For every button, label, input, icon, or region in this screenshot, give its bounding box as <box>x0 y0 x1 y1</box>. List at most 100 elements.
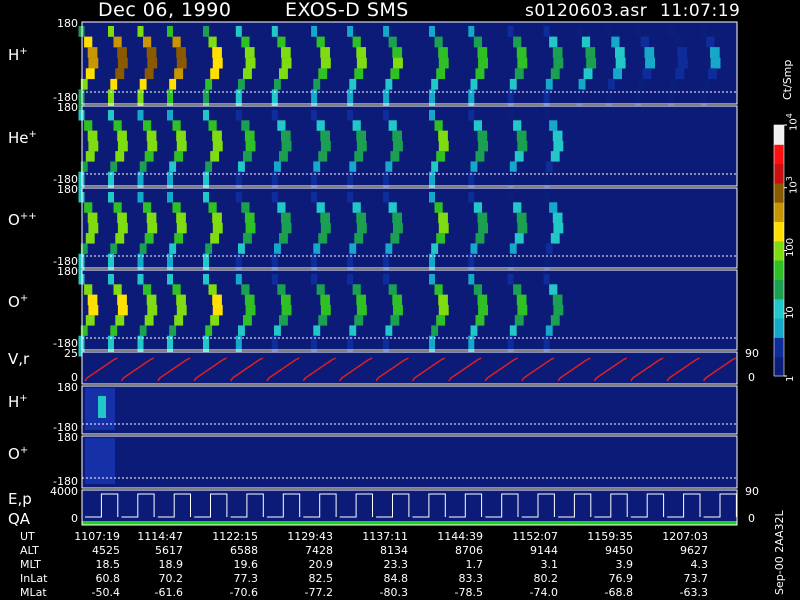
ytick-top-vr: 25 <box>64 347 78 360</box>
sweep-h-plus-10 <box>434 36 443 48</box>
sweep-h-plus-13 <box>550 68 560 80</box>
sweep-he-plus-6 <box>279 151 288 162</box>
colorbar-step <box>774 240 784 261</box>
sweep-o-plus-11 <box>475 315 485 326</box>
sweep-h-plus-5 <box>235 100 242 111</box>
sweep-h-plus-5 <box>241 36 250 48</box>
ytick-top-o-plus: 180 <box>57 265 78 278</box>
sweep-o-plus-2 <box>146 294 157 306</box>
sweep-he-plus-7 <box>320 140 331 152</box>
sweep-o-plus-12 <box>514 315 524 326</box>
sweep-o-plusplus-13 <box>543 253 550 265</box>
sweep-o-plus-9 <box>393 304 403 316</box>
colorbar-ticklabel: 104 <box>785 113 800 131</box>
sweep-o-plus-3 <box>176 304 187 316</box>
header-instrument: EXOS-D SMS <box>285 0 409 21</box>
sweep-h-plus-5 <box>238 78 245 90</box>
sweep-h-plus-7 <box>320 57 331 69</box>
sweep-h-plus-14 <box>585 47 596 58</box>
sweep-o-plusplus-10 <box>429 253 435 265</box>
sweep-he-plus-9 <box>393 140 403 152</box>
footer-cell: 5617 <box>155 544 183 557</box>
sweep-h-plus-11 <box>477 47 488 58</box>
sweep-he-plus-5 <box>238 161 245 172</box>
sweep-o-plus-9 <box>392 294 402 306</box>
sweep-he-plus-0 <box>78 182 85 193</box>
sweep-h-plus-6 <box>271 26 278 37</box>
sweep-o-plusplus-1 <box>110 243 118 254</box>
sweep-he-plus-6 <box>271 182 278 193</box>
sweep-h-plus-2 <box>143 36 152 48</box>
sweep-o-plus-0 <box>87 294 98 306</box>
footer-cell: 4.3 <box>690 558 709 571</box>
footer-cell: 77.3 <box>233 572 259 585</box>
colorbar-step <box>774 356 784 377</box>
sweep-o-plus-3 <box>176 294 186 306</box>
footer-cell: -68.8 <box>604 586 633 599</box>
sweep-o-plusplus-2 <box>139 243 147 254</box>
sweep-he-plus-13 <box>553 140 564 152</box>
footer-cell: 1.7 <box>465 558 484 571</box>
sweep-o-plusplus-5 <box>241 202 250 213</box>
sweep-o-plus-1 <box>110 325 118 336</box>
sweep-h-plus-3 <box>169 78 177 90</box>
sweep-o-plus-2 <box>137 274 144 285</box>
sweep-he-plus-12 <box>509 161 517 172</box>
sweep-h-plus-3 <box>176 47 186 58</box>
sweep-h-plus-3 <box>167 100 173 111</box>
colorbar-step <box>774 337 784 358</box>
sweep-he-plus-4 <box>208 120 217 131</box>
footer-cell: 3.9 <box>615 558 634 571</box>
sweep-o-plusplus-9 <box>383 192 390 203</box>
sweep-o-plus-7 <box>311 274 318 285</box>
sweep-o-plus-6 <box>281 294 291 306</box>
panel-label-sup: + <box>19 293 29 304</box>
sweep-o-plus-0 <box>88 304 99 316</box>
sweep-o-plusplus-5 <box>235 264 242 275</box>
sweep-he-plus-9 <box>388 120 397 131</box>
sweep-o-plus-7 <box>311 335 318 347</box>
sweep-he-plus-8 <box>347 110 354 121</box>
footer-cell: 1207:03 <box>662 530 708 543</box>
sweep-o-plus-6 <box>271 274 278 285</box>
sweep-o-plusplus-13 <box>543 264 550 275</box>
sweep-he-plus-11 <box>475 151 485 162</box>
sweep-h-plus-8 <box>349 78 357 90</box>
sweep-h-plus-1 <box>117 57 128 69</box>
sweep-o-plusplus-6 <box>271 253 278 265</box>
burst-core-h-plus-2 <box>98 396 106 418</box>
sweep-o-plusplus-3 <box>172 202 181 213</box>
sweep-o-plus-11 <box>478 304 488 316</box>
sweep-h-plus-5 <box>245 57 256 69</box>
sweep-o-plus-0 <box>80 325 88 336</box>
sweep-h-plus-1 <box>113 36 122 48</box>
sweep-he-plus-7 <box>313 161 321 172</box>
sweep-o-plus-6 <box>274 325 281 336</box>
ytick-bot-vr: 0 <box>71 371 78 384</box>
frame-o-plus-2 <box>81 435 738 489</box>
sweep-h-plus-6 <box>274 78 281 90</box>
sweep-o-plus-12 <box>513 284 522 295</box>
sweep-he-plus-11 <box>468 182 475 193</box>
sweep-o-plusplus-1 <box>108 264 114 275</box>
sweep-o-plusplus-9 <box>390 233 400 244</box>
rtick-bot-vr: 0 <box>748 371 755 384</box>
panel-label-o-plus: O+ <box>8 293 29 311</box>
sweep-o-plus-9 <box>383 346 390 357</box>
sweep-o-plus-8 <box>347 335 354 347</box>
sweep-he-plus-13 <box>549 120 558 131</box>
sweep-o-plus-1 <box>117 294 127 306</box>
sweep-h-plus-4 <box>212 57 223 69</box>
sweep-h-plus-11 <box>468 100 475 111</box>
sweep-o-plus-1 <box>115 315 125 326</box>
ytick-bot-ep-qa: 0 <box>71 512 78 525</box>
sweep-h-plus-3 <box>167 26 173 37</box>
sweep-he-plus-8 <box>356 130 366 142</box>
colorbar-step <box>774 182 784 203</box>
sweep-he-plus-10 <box>438 140 449 152</box>
sweep-o-plusplus-8 <box>347 264 354 275</box>
sweep-o-plusplus-6 <box>271 192 278 203</box>
sweep-h-plus-18 <box>710 57 721 69</box>
ytick-top-o-plusplus: 180 <box>57 183 78 196</box>
sweep-o-plus-3 <box>167 335 173 347</box>
